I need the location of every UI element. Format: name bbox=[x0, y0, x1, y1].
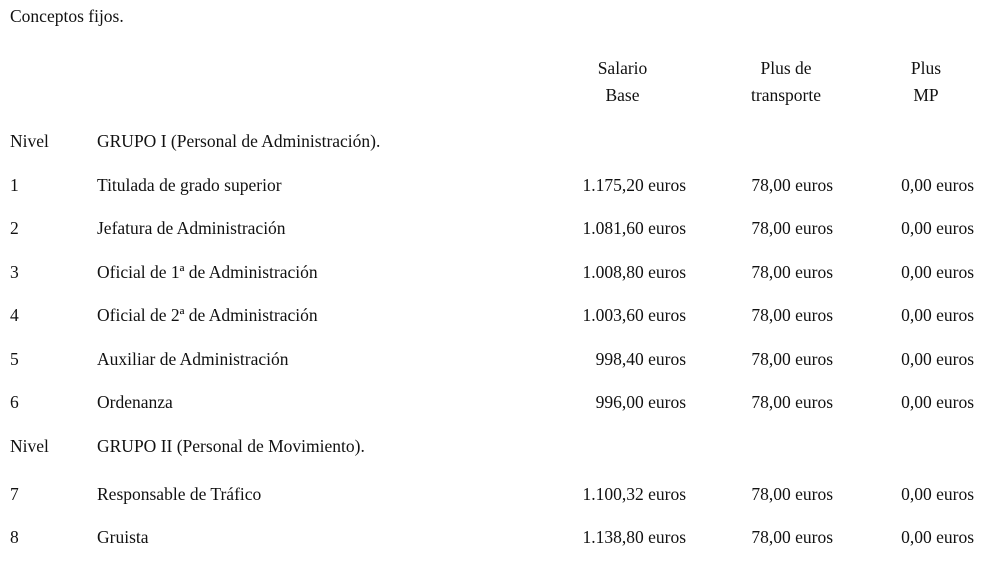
table-row-group1: Nivel GRUPO I (Personal de Administració… bbox=[10, 128, 992, 172]
nivel-cell: 4 bbox=[10, 305, 19, 325]
table-row: 5 Auxiliar de Administración 998,40 euro… bbox=[10, 346, 992, 390]
nivel-cell: 6 bbox=[10, 392, 19, 412]
nivel-cell: 2 bbox=[10, 218, 19, 238]
table-row: 2 Jefatura de Administración 1.081,60 eu… bbox=[10, 215, 992, 259]
concepto-cell: Auxiliar de Administración bbox=[97, 348, 289, 369]
plus-mp-cell bbox=[833, 433, 974, 477]
concepto-cell: Oficial de 1ª de Administración bbox=[97, 261, 318, 282]
plus-mp-cell: 0,00 euros bbox=[901, 261, 974, 282]
plus-transporte-cell: 78,00 euros bbox=[751, 174, 833, 195]
plus-mp-cell: 0,00 euros bbox=[901, 483, 974, 504]
salario-base-cell: 998,40 euros bbox=[595, 348, 686, 369]
concepto-cell: GRUPO II (Personal de Movimiento). bbox=[97, 435, 365, 456]
table-row: 1 Titulada de grado superior 1.175,20 eu… bbox=[10, 172, 992, 216]
header-transporte-line1: Plus de bbox=[760, 58, 812, 78]
concepto-cell: GRUPO I (Personal de Administración). bbox=[97, 131, 381, 151]
salario-base-cell: 1.081,60 euros bbox=[582, 218, 686, 238]
salario-base-cell: 1.100,32 euros bbox=[582, 483, 686, 504]
header-plus-mp: Plus MP bbox=[833, 55, 974, 109]
concepto-cell: Jefatura de Administración bbox=[97, 218, 286, 238]
table-row: 4 Oficial de 2ª de Administración 1.003,… bbox=[10, 302, 992, 346]
plus-transporte-cell: 78,00 euros bbox=[751, 261, 833, 282]
header-salario-base: Salario Base bbox=[559, 55, 686, 109]
plus-transporte-cell bbox=[686, 433, 833, 477]
table-row: 3 Oficial de 1ª de Administración 1.008,… bbox=[10, 259, 992, 303]
concepto-cell: Ordenanza bbox=[97, 392, 173, 412]
plus-mp-cell: 0,00 euros bbox=[901, 305, 974, 325]
plus-transporte-cell bbox=[686, 128, 833, 172]
salario-base-cell: 1.175,20 euros bbox=[582, 174, 686, 195]
salario-base-cell bbox=[559, 128, 686, 172]
plus-mp-cell: 0,00 euros bbox=[901, 174, 974, 195]
nivel-cell: 5 bbox=[10, 348, 19, 369]
plus-transporte-cell: 78,00 euros bbox=[751, 483, 833, 504]
table-row: 6 Ordenanza 996,00 euros 78,00 euros 0,0… bbox=[10, 389, 992, 433]
page-title: Conceptos fijos. bbox=[10, 6, 124, 26]
table-row: 8 Gruista 1.138,80 euros 78,00 euros 0,0… bbox=[10, 524, 992, 568]
nivel-cell: Nivel bbox=[10, 435, 49, 456]
salario-base-cell: 1.008,80 euros bbox=[582, 261, 686, 282]
plus-mp-cell: 0,00 euros bbox=[901, 218, 974, 238]
plus-transporte-cell: 78,00 euros bbox=[751, 305, 833, 325]
header-mp-line1: Plus bbox=[910, 58, 942, 78]
nivel-cell: 1 bbox=[10, 174, 19, 195]
header-transporte-line2: transporte bbox=[751, 85, 821, 105]
header-nivel-spacer bbox=[10, 55, 97, 109]
header-salario-line1: Salario bbox=[597, 58, 648, 78]
plus-mp-cell bbox=[833, 128, 974, 172]
header-concepto-spacer bbox=[97, 55, 559, 109]
salario-base-cell: 996,00 euros bbox=[595, 392, 686, 412]
table-row: 7 Responsable de Tráfico 1.100,32 euros … bbox=[10, 481, 992, 525]
concepto-cell: Titulada de grado superior bbox=[97, 174, 282, 195]
salario-base-cell bbox=[559, 433, 686, 477]
nivel-cell: 3 bbox=[10, 261, 19, 282]
header-plus-transporte: Plus de transporte bbox=[686, 55, 833, 109]
plus-transporte-cell: 78,00 euros bbox=[751, 218, 833, 238]
concepto-cell: Gruista bbox=[97, 527, 149, 547]
concepto-cell: Responsable de Tráfico bbox=[97, 483, 262, 504]
nivel-cell: 7 bbox=[10, 483, 19, 504]
plus-transporte-cell: 78,00 euros bbox=[751, 348, 833, 369]
nivel-cell: Nivel bbox=[10, 131, 49, 151]
plus-mp-cell: 0,00 euros bbox=[901, 392, 974, 412]
concepto-cell: Oficial de 2ª de Administración bbox=[97, 305, 318, 325]
column-headers: Salario Base Plus de transporte Plus MP bbox=[10, 55, 992, 109]
nivel-cell: 8 bbox=[10, 527, 19, 547]
salario-base-cell: 1.138,80 euros bbox=[582, 527, 686, 547]
table-row-group2: Nivel GRUPO II (Personal de Movimiento). bbox=[10, 433, 992, 477]
plus-transporte-cell: 78,00 euros bbox=[751, 527, 833, 547]
plus-mp-cell: 0,00 euros bbox=[901, 527, 974, 547]
plus-mp-cell: 0,00 euros bbox=[901, 348, 974, 369]
plus-transporte-cell: 78,00 euros bbox=[751, 392, 833, 412]
salario-base-cell: 1.003,60 euros bbox=[582, 305, 686, 325]
header-salario-line2: Base bbox=[605, 85, 640, 105]
header-mp-line2: MP bbox=[913, 85, 939, 105]
